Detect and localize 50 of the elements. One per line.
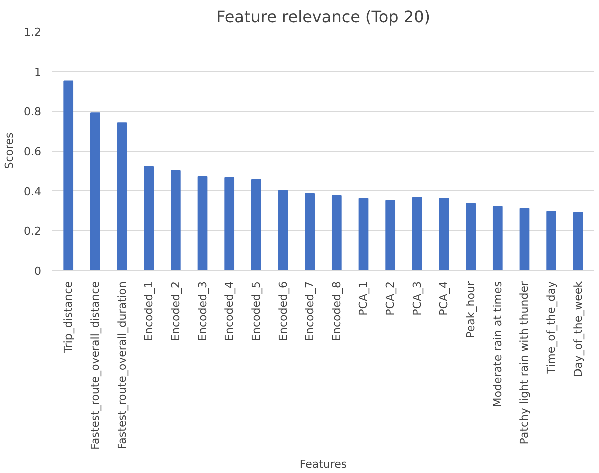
y-tick-label: 0.2 (24, 225, 42, 238)
x-tick-label: Time_of_the_day (545, 281, 558, 375)
x-tick-label: Moderate rain at times (491, 281, 504, 408)
x-tick-label: PCA_3 (410, 281, 424, 316)
bar (492, 206, 503, 270)
x-tick-label: Encoded_4 (223, 281, 236, 342)
bar (439, 198, 450, 270)
bar (64, 80, 74, 270)
x-tick-label: Encoded_2 (169, 281, 182, 342)
bar (90, 112, 100, 270)
x-tick-label: Encoded_6 (276, 281, 290, 342)
bar (546, 211, 556, 270)
y-tick-label: 1.2 (24, 26, 42, 39)
bar (198, 176, 208, 270)
y-tick-label: 0.6 (24, 146, 42, 158)
bar (305, 193, 316, 270)
chart-title: Feature relevance (Top 20) (216, 8, 430, 26)
y-axis-title: Scores (3, 132, 16, 170)
bar (358, 198, 369, 270)
bar (520, 208, 530, 270)
bar (171, 170, 181, 270)
y-tick-label: 0 (34, 265, 42, 278)
x-tick-label: PCA_4 (438, 281, 451, 316)
bar (224, 177, 235, 270)
y-tick-label: 1 (34, 66, 42, 79)
x-tick-label: Fastest_route_overall_duration (116, 281, 129, 450)
x-tick-label: Encoded_3 (196, 281, 210, 342)
bar (412, 197, 422, 270)
bar (386, 200, 396, 270)
x-tick-label: Trip_distance (62, 281, 76, 354)
bar (251, 179, 262, 270)
x-tick-label: Peak_hour (464, 281, 478, 338)
bar (573, 212, 584, 270)
x-tick-label: PCA_2 (384, 281, 398, 316)
bar (144, 166, 154, 270)
bar (466, 203, 476, 270)
x-tick-label: PCA_1 (357, 281, 370, 316)
x-tick-label: Encoded_8 (330, 281, 344, 342)
x-tick-label: Encoded_5 (250, 281, 263, 342)
x-tick-label: Day_of_the_week (572, 280, 585, 378)
y-tick-label: 0.8 (24, 106, 42, 119)
bar (332, 195, 342, 270)
x-tick-label: Fastest_route_overall_distance (88, 281, 102, 450)
bar (278, 190, 288, 270)
y-tick-label: 0.4 (24, 185, 42, 198)
x-tick-label: Patchy light rain with thunder (518, 281, 532, 445)
x-tick-label: Encoded_1 (142, 281, 156, 342)
bar (117, 122, 128, 270)
x-axis-title: Features (300, 458, 348, 471)
x-tick-label: Encoded_7 (304, 281, 317, 342)
